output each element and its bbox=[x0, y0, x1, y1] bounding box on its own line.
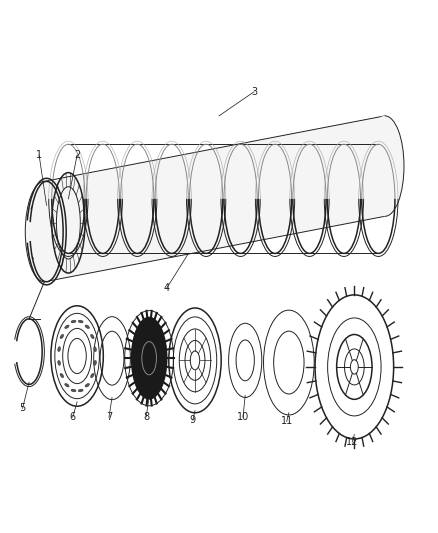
Text: 9: 9 bbox=[190, 415, 196, 425]
Text: 10: 10 bbox=[237, 412, 249, 422]
Ellipse shape bbox=[85, 325, 89, 328]
Ellipse shape bbox=[25, 181, 64, 282]
Ellipse shape bbox=[60, 334, 64, 338]
Ellipse shape bbox=[94, 360, 96, 365]
Ellipse shape bbox=[366, 116, 404, 216]
Text: 11: 11 bbox=[281, 416, 293, 426]
Text: 1: 1 bbox=[36, 150, 42, 160]
Text: 2: 2 bbox=[74, 150, 80, 160]
Ellipse shape bbox=[131, 317, 167, 400]
Text: 4: 4 bbox=[163, 284, 170, 293]
Ellipse shape bbox=[94, 346, 96, 352]
Ellipse shape bbox=[85, 383, 89, 387]
Ellipse shape bbox=[91, 373, 94, 378]
Ellipse shape bbox=[71, 320, 76, 323]
Ellipse shape bbox=[91, 334, 94, 338]
Text: 3: 3 bbox=[251, 87, 257, 97]
Ellipse shape bbox=[71, 389, 76, 392]
Ellipse shape bbox=[58, 346, 60, 352]
Text: 7: 7 bbox=[106, 412, 112, 422]
Ellipse shape bbox=[65, 325, 69, 328]
Text: 6: 6 bbox=[70, 412, 76, 422]
Ellipse shape bbox=[60, 373, 64, 378]
Text: 8: 8 bbox=[143, 412, 149, 422]
Ellipse shape bbox=[65, 383, 69, 387]
Ellipse shape bbox=[58, 360, 60, 365]
Text: 5: 5 bbox=[19, 403, 26, 414]
Text: 12: 12 bbox=[346, 437, 358, 447]
Ellipse shape bbox=[78, 320, 83, 323]
Polygon shape bbox=[44, 116, 385, 282]
Ellipse shape bbox=[78, 389, 83, 392]
